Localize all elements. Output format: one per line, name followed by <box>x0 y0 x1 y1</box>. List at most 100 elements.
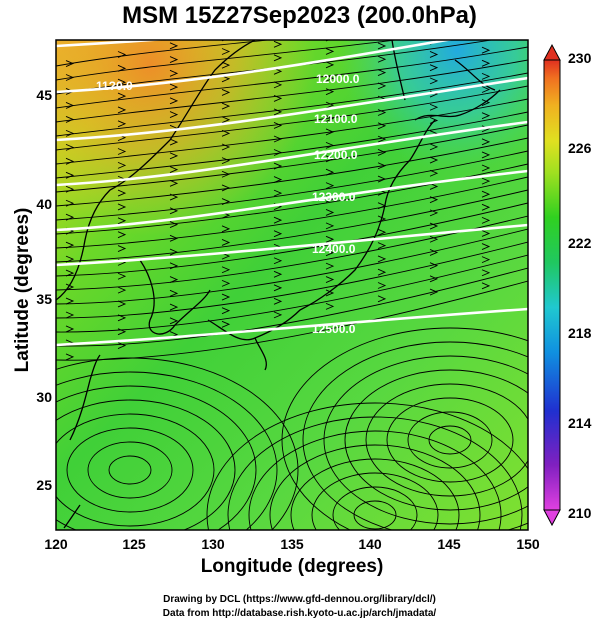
streamline <box>56 215 528 291</box>
streamline-arrow <box>481 164 491 172</box>
streamline-arrow <box>430 25 437 31</box>
credit-data: Data from http://database.rish.kyoto-u.a… <box>162 608 437 619</box>
streamline <box>56 189 528 263</box>
streamline-arrow <box>221 61 231 69</box>
streamline-arrow <box>273 311 283 319</box>
streamline-arrow <box>429 103 439 111</box>
streamline-arrow <box>117 342 127 349</box>
streamline-arrow <box>117 272 127 280</box>
streamline-arrow <box>169 166 179 174</box>
streamline <box>56 137 528 207</box>
circulation-streamline <box>344 369 528 511</box>
streamline-arrow <box>377 175 387 183</box>
streamline <box>56 72 528 137</box>
x-tick-label: 125 <box>122 536 146 552</box>
streamline-arrow <box>221 279 231 287</box>
streamline-arrow <box>65 74 75 81</box>
circulation-streamline <box>353 500 397 530</box>
streamline-arrow <box>169 83 179 91</box>
streamline-arrow <box>221 293 231 301</box>
streamline-arrow <box>325 276 335 283</box>
streamline-arrow <box>273 162 283 170</box>
chart-title: MSM 15Z27Sep2023 (200.0hPa) <box>122 2 477 29</box>
x-tick-label: 120 <box>44 536 68 552</box>
streamline-arrow <box>65 102 75 109</box>
streamline <box>56 150 528 221</box>
streamline-arrow <box>169 303 179 311</box>
streamline-arrow <box>481 59 491 67</box>
streamline-arrow <box>429 143 439 151</box>
streamline-arrow <box>273 108 283 116</box>
streamline-arrow <box>429 288 439 296</box>
streamline-arrow <box>481 99 491 106</box>
streamline-arrow <box>117 245 127 252</box>
circulation-streamline <box>56 357 299 530</box>
streamline-arrow <box>377 149 387 156</box>
streamline-arrow <box>273 230 283 238</box>
circulation-streamline <box>227 416 523 530</box>
streamline-arrow <box>221 320 231 328</box>
streamline-arrow <box>117 64 127 72</box>
streamline-arrow <box>378 30 385 36</box>
streamline-arrow <box>221 184 231 192</box>
streamline-arrow <box>325 128 335 136</box>
streamline-arrow <box>378 16 385 22</box>
circulation-streamline <box>108 455 152 485</box>
streamline-arrow <box>273 81 283 89</box>
streamline-arrow <box>117 148 127 155</box>
streamline-arrow <box>117 203 127 211</box>
contour-label: 12200.0 <box>314 148 358 162</box>
height-contours <box>56 40 528 347</box>
height-contour <box>56 223 528 267</box>
streamline-arrow <box>429 183 439 190</box>
streamline-arrow <box>429 169 439 177</box>
circulation-streamline <box>87 441 173 499</box>
height-contour <box>56 76 528 142</box>
streamline-arrow <box>169 42 179 50</box>
streamline-arrow <box>429 262 439 270</box>
streamline <box>56 40 399 81</box>
streamline <box>56 40 273 67</box>
colorbar-top-arrow <box>543 43 561 61</box>
temperature-field <box>56 40 528 530</box>
colorbar <box>543 43 561 527</box>
colorbar-tick-label: 210 <box>568 505 592 521</box>
streamline-arrow <box>169 111 179 119</box>
circulation-streamline <box>290 458 460 530</box>
streamline-arrow <box>221 89 231 96</box>
streamline-arrow <box>169 179 179 187</box>
streamline-arrow <box>221 170 231 178</box>
contour-label: 12400.0 <box>312 242 356 256</box>
circulation-streamline <box>281 327 528 530</box>
streamline-arrow <box>65 241 75 249</box>
contour-label: 12100.0 <box>314 112 358 126</box>
streamline <box>56 176 528 249</box>
streamline-arrow <box>169 138 179 146</box>
streamline-arrow <box>377 82 387 90</box>
colorbar-tick-label: 214 <box>568 415 592 431</box>
streamline-arrow <box>65 311 75 319</box>
streamline-arrow <box>65 157 75 165</box>
streamline-arrow <box>377 42 387 50</box>
streamline-arrow <box>325 289 335 297</box>
circulation-streamline <box>269 444 481 530</box>
streamline-arrow <box>169 317 179 325</box>
streamline <box>56 98 528 165</box>
streamline-arrow <box>377 282 387 289</box>
streamline-arrow <box>481 203 491 211</box>
streamline-arrow <box>377 228 387 236</box>
streamline-arrow <box>273 54 283 62</box>
streamline-arrow <box>377 109 387 116</box>
streamline-arrow <box>65 353 75 361</box>
circulation-streamline <box>66 427 194 513</box>
circulation-streamline <box>311 472 439 530</box>
streamline-arrow <box>65 143 75 151</box>
streamline-arrow <box>65 213 75 221</box>
streamline-arrow <box>273 135 283 143</box>
x-tick-label: 130 <box>201 536 225 552</box>
streamline-arrow <box>221 157 231 165</box>
streamline-arrow <box>325 262 335 270</box>
streamline-arrow <box>169 221 179 229</box>
streamline-arrow <box>482 21 489 27</box>
